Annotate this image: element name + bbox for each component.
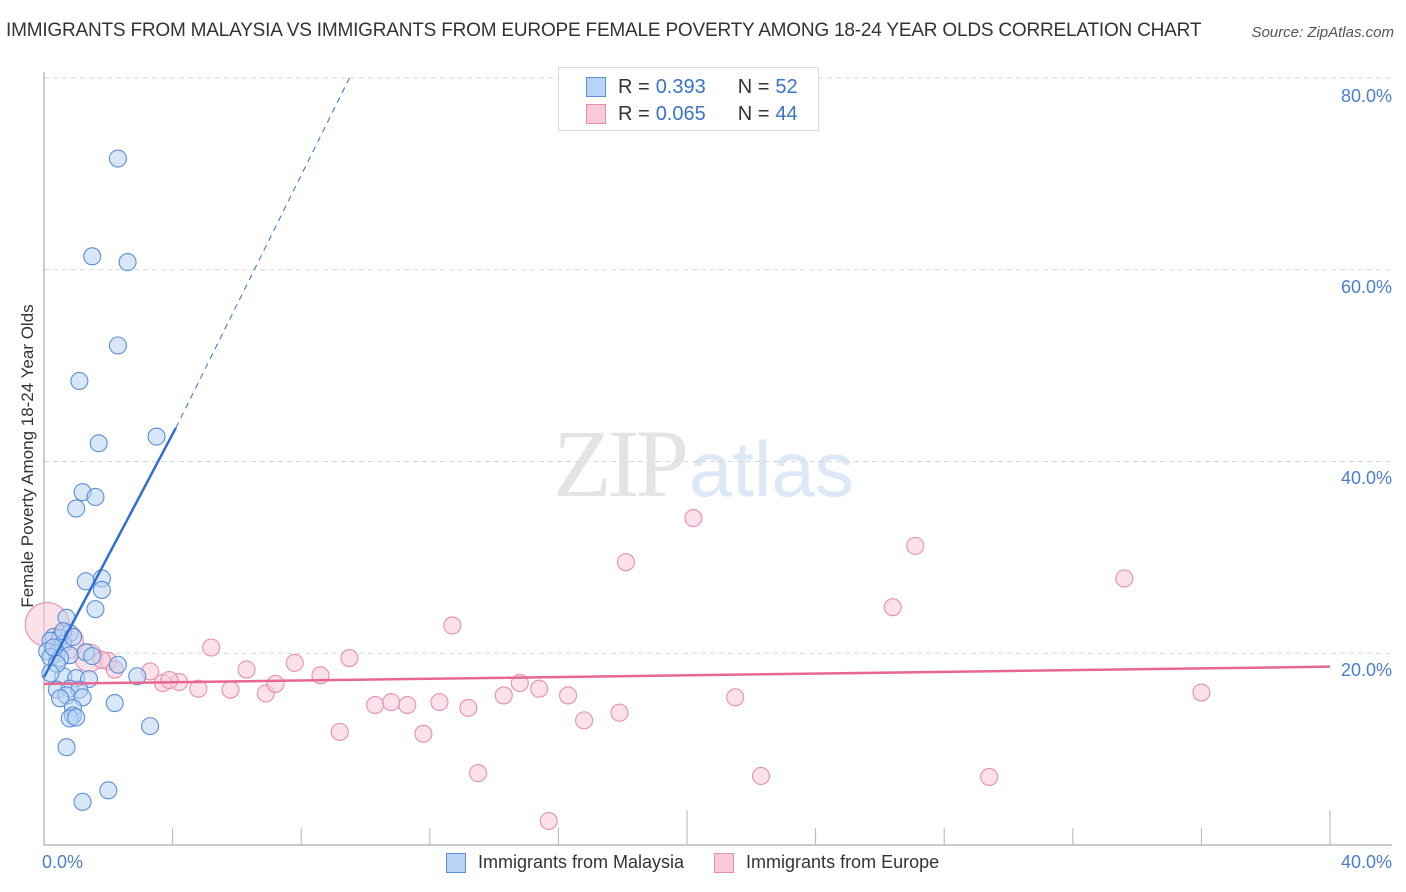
data-point[interactable] (108, 336, 127, 355)
gridlines (44, 77, 1392, 654)
data-point[interactable] (906, 536, 925, 555)
y-axis-label: Female Poverty Among 18-24 Year Olds (18, 304, 37, 608)
legend-row-malaysia: R = 0.393 N = 52 (586, 75, 798, 99)
data-point[interactable] (147, 427, 166, 446)
data-point[interactable] (99, 781, 118, 800)
axes-lines (43, 72, 1392, 846)
data-point[interactable] (468, 764, 488, 783)
n-value: 44 (775, 102, 798, 125)
data-point[interactable] (141, 717, 160, 736)
data-point[interactable] (285, 653, 304, 672)
watermark-zip: ZIP (553, 410, 689, 517)
zipatlas-watermark: ZIPatlas (553, 408, 854, 519)
r-label: R = (618, 102, 650, 125)
data-point[interactable] (530, 679, 549, 698)
legend-label: Immigrants from Malaysia (478, 852, 685, 872)
data-point[interactable] (610, 703, 629, 722)
data-point[interactable] (558, 686, 578, 705)
data-point[interactable] (63, 627, 82, 647)
malaysia-swatch-icon (586, 77, 606, 97)
legend-item-malaysia[interactable]: Immigrants from Malaysia (446, 852, 684, 873)
n-value: 52 (775, 75, 798, 98)
data-point[interactable] (430, 693, 449, 712)
legend-label: Immigrants from Europe (746, 852, 940, 872)
data-point[interactable] (575, 711, 594, 730)
data-point[interactable] (616, 553, 635, 572)
legend-row-europe: R = 0.065 N = 44 (586, 102, 798, 126)
data-point[interactable] (459, 698, 478, 717)
data-point[interactable] (118, 253, 137, 272)
data-point[interactable] (108, 149, 127, 168)
data-point[interactable] (67, 708, 86, 727)
malaysia-points (38, 149, 166, 811)
data-point[interactable] (83, 647, 102, 666)
data-point[interactable] (726, 688, 745, 707)
data-point[interactable] (1192, 683, 1211, 702)
data-point[interactable] (883, 598, 902, 617)
data-point[interactable] (751, 766, 770, 786)
y-tick-80: 80.0% (1340, 86, 1392, 106)
malaysia-trendline (42, 427, 177, 678)
source-credit: Source: ZipAtlas.com (1251, 24, 1394, 41)
data-point[interactable] (980, 767, 999, 786)
data-point[interactable] (105, 694, 124, 713)
data-point[interactable] (1115, 569, 1134, 588)
data-point[interactable] (86, 600, 105, 619)
data-point[interactable] (67, 499, 86, 518)
data-point[interactable] (202, 638, 221, 657)
data-point[interactable] (221, 680, 240, 699)
data-point[interactable] (189, 679, 208, 698)
data-point[interactable] (86, 487, 105, 507)
data-point[interactable] (494, 686, 513, 705)
data-point[interactable] (443, 616, 462, 635)
x-tick-0: 0.0% (42, 852, 84, 872)
n-label: N = (737, 75, 770, 98)
data-point[interactable] (414, 724, 433, 743)
data-point[interactable] (92, 580, 111, 600)
data-point[interactable] (340, 648, 359, 668)
europe-trendline (43, 665, 1331, 686)
europe-swatch-icon (714, 852, 735, 873)
chart-title: IMMIGRANTS FROM MALAYSIA VS IMMIGRANTS F… (6, 20, 1202, 41)
r-value: 0.393 (655, 75, 706, 98)
r-label: R = (618, 75, 650, 98)
data-point[interactable] (398, 695, 417, 715)
data-point[interactable] (89, 434, 108, 453)
data-point[interactable] (51, 689, 70, 708)
data-point[interactable] (539, 811, 558, 831)
data-point[interactable] (237, 660, 256, 679)
data-point[interactable] (382, 693, 401, 712)
y-tick-20: 20.0% (1340, 660, 1392, 680)
data-point[interactable] (70, 371, 89, 391)
x-tick-40: 40.0% (1340, 852, 1392, 872)
data-point[interactable] (83, 247, 102, 266)
data-point[interactable] (330, 722, 349, 741)
watermark-atlas: atlas (689, 425, 854, 513)
data-point[interactable] (366, 695, 385, 715)
legend-item-europe[interactable]: Immigrants from Europe (714, 852, 939, 873)
n-label: N = (737, 102, 770, 125)
trendlines (42, 77, 1331, 686)
correlation-legend: R = 0.393 N = 52 R = 0.065 N = 44 (558, 67, 819, 131)
y-tick-60: 60.0% (1340, 277, 1392, 297)
data-point[interactable] (160, 671, 179, 690)
data-point[interactable] (684, 509, 703, 528)
data-point[interactable] (266, 674, 285, 693)
data-point[interactable] (73, 792, 92, 811)
malaysia-trendline-extension (175, 77, 350, 429)
europe-swatch-icon (586, 104, 606, 124)
malaysia-swatch-icon (446, 852, 466, 873)
series-legend: Immigrants from Malaysia Immigrants from… (446, 852, 969, 873)
y-tick-40: 40.0% (1340, 468, 1392, 488)
r-value: 0.065 (655, 102, 706, 125)
data-point[interactable] (108, 655, 127, 674)
data-point[interactable] (128, 667, 147, 686)
data-point[interactable] (57, 738, 76, 757)
